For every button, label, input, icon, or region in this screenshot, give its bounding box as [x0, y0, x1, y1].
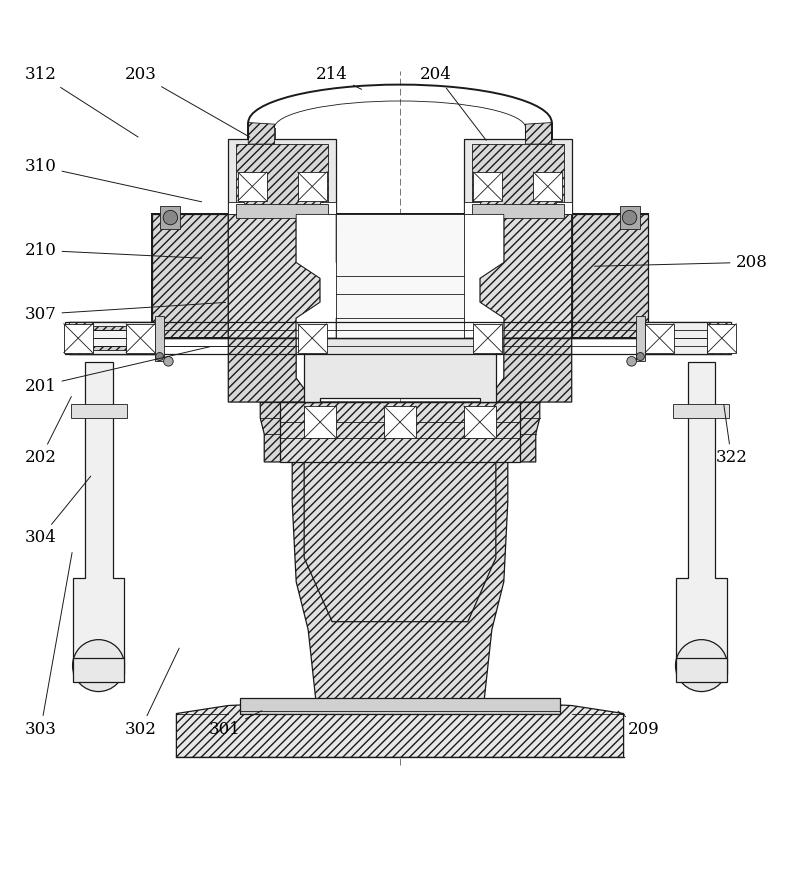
Bar — [645, 324, 674, 352]
Circle shape — [156, 352, 164, 361]
Polygon shape — [280, 402, 520, 462]
Polygon shape — [675, 362, 727, 674]
Text: 310: 310 — [25, 158, 202, 201]
Text: 208: 208 — [594, 254, 767, 271]
Bar — [161, 207, 180, 229]
Polygon shape — [228, 202, 244, 215]
Circle shape — [163, 210, 178, 225]
Polygon shape — [639, 322, 731, 354]
Text: 303: 303 — [25, 553, 72, 738]
Text: 204: 204 — [420, 66, 486, 140]
Bar — [236, 204, 328, 218]
Polygon shape — [472, 145, 564, 210]
Polygon shape — [464, 138, 572, 215]
Polygon shape — [292, 462, 508, 703]
Bar — [635, 316, 645, 361]
Polygon shape — [480, 215, 572, 338]
Bar — [73, 658, 125, 682]
Text: 312: 312 — [25, 66, 138, 137]
Polygon shape — [304, 462, 496, 622]
Bar — [126, 324, 155, 352]
Polygon shape — [260, 402, 540, 462]
Bar — [707, 324, 736, 352]
Polygon shape — [153, 215, 228, 338]
Text: 322: 322 — [715, 405, 747, 466]
Circle shape — [164, 357, 173, 366]
Polygon shape — [228, 138, 336, 215]
Bar — [474, 324, 502, 352]
Bar — [71, 404, 127, 418]
Text: 209: 209 — [618, 711, 659, 738]
Bar — [240, 697, 560, 714]
Circle shape — [636, 352, 644, 361]
Text: 304: 304 — [25, 476, 90, 547]
Bar — [298, 324, 326, 352]
Text: 307: 307 — [25, 302, 226, 322]
Polygon shape — [176, 703, 624, 758]
Polygon shape — [572, 215, 647, 338]
Bar — [620, 207, 639, 229]
Bar — [336, 215, 464, 338]
Bar — [384, 406, 416, 438]
Polygon shape — [236, 145, 328, 210]
Polygon shape — [73, 362, 125, 674]
Polygon shape — [492, 338, 572, 402]
Circle shape — [622, 210, 637, 225]
Polygon shape — [228, 215, 320, 338]
Bar — [73, 326, 161, 350]
Bar — [474, 172, 502, 201]
Bar — [304, 406, 336, 438]
Polygon shape — [296, 215, 360, 338]
Polygon shape — [69, 322, 161, 354]
Bar — [69, 322, 731, 354]
Text: 203: 203 — [125, 66, 250, 138]
Circle shape — [73, 639, 125, 691]
Bar — [675, 658, 727, 682]
Polygon shape — [464, 202, 480, 215]
Text: 301: 301 — [208, 710, 262, 738]
Polygon shape — [707, 322, 731, 354]
Bar — [64, 324, 93, 352]
Circle shape — [675, 639, 727, 691]
Bar — [534, 172, 562, 201]
Polygon shape — [440, 215, 504, 338]
Bar — [238, 172, 266, 201]
Bar — [464, 406, 496, 438]
Polygon shape — [526, 123, 552, 145]
Text: 201: 201 — [25, 347, 210, 394]
Bar — [155, 316, 165, 361]
Bar — [298, 172, 326, 201]
Polygon shape — [320, 202, 336, 215]
Polygon shape — [248, 123, 274, 145]
Bar — [673, 404, 729, 418]
Circle shape — [627, 357, 636, 366]
Polygon shape — [304, 338, 496, 402]
Bar — [153, 215, 647, 338]
Polygon shape — [228, 338, 308, 402]
Bar — [65, 322, 161, 354]
Bar — [472, 204, 564, 218]
Text: 202: 202 — [25, 397, 71, 466]
Text: 210: 210 — [25, 242, 202, 258]
Polygon shape — [556, 202, 572, 215]
Polygon shape — [69, 322, 93, 354]
Text: 302: 302 — [125, 648, 179, 738]
Bar — [69, 330, 157, 346]
Text: 214: 214 — [316, 66, 362, 89]
